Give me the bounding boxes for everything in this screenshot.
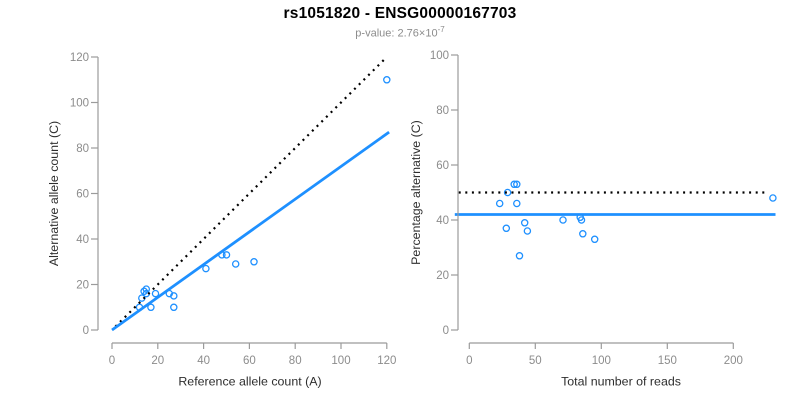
y-axis-label: Percentage alternative (C) [409,120,423,265]
data-point [502,224,511,233]
data-point [495,199,504,208]
data-point [515,252,524,260]
x-tick-label: 200 [724,355,743,367]
data-point [523,227,532,235]
data-point [231,260,240,268]
p-value-exponent: -7 [437,25,445,34]
page-title: rs1051820 - ENSG00000167703 [283,5,517,22]
y-tick-label: 80 [76,143,89,155]
y-tick-label: 20 [76,280,89,292]
y-tick-label: 80 [436,105,449,117]
data-point [559,216,567,224]
y-tick-label: 100 [430,50,449,62]
data-point [510,180,518,189]
y-tick-label: 60 [436,160,449,172]
y-tick-label: 0 [443,325,449,337]
data-point [383,76,391,84]
data-point [520,219,529,227]
x-tick-label: 120 [377,355,396,367]
data-point [202,264,210,273]
x-axis-label: Reference allele count (A) [178,375,321,389]
y-tick-label: 20 [436,270,449,282]
x-tick-label: 100 [331,355,350,367]
data-point [170,303,178,312]
y-tick-label: 120 [70,52,89,64]
y-tick-label: 40 [76,234,89,246]
identity-line [114,57,387,328]
x-tick-label: 20 [151,355,164,367]
x-tick-label: 100 [592,355,611,367]
y-tick-label: 100 [70,98,89,110]
p-value-subtitle: p-value: 2.76×10-7 [0,25,800,40]
x-tick-label: 0 [109,355,115,367]
data-point [503,188,512,197]
p-value-text: p-value: 2.76×10 [355,27,438,40]
y-tick-label: 0 [83,325,89,337]
data-point [147,303,155,312]
allele-count-plot: 0 20 40 60 80 100 120 0 20 40 60 80 100 120 Reference … [47,52,396,389]
y-tick-label: 60 [76,189,89,201]
x-axis-label: Total number of reads [561,375,681,389]
fit-line [111,130,390,332]
data-point [140,287,148,296]
data-point [579,230,587,238]
data-point [590,235,599,244]
data-point [250,258,258,266]
x-tick-label: 150 [658,355,677,367]
percentage-plot: 0 50 100 150 200 0 20 40 60 80 100 Total number of … [409,50,777,389]
y-axis-label: Alternative allele count (C) [47,121,61,266]
x-tick-label: 80 [289,355,302,367]
x-tick-label: 0 [466,355,472,367]
x-tick-label: 50 [529,355,542,367]
data-point [142,285,151,293]
x-tick-label: 40 [197,355,210,367]
data-point [769,194,777,202]
data-point [151,289,160,298]
data-point [513,199,521,208]
data-point [513,180,521,189]
y-tick-label: 40 [436,215,449,227]
data-point [222,251,231,259]
x-tick-label: 60 [243,355,256,367]
